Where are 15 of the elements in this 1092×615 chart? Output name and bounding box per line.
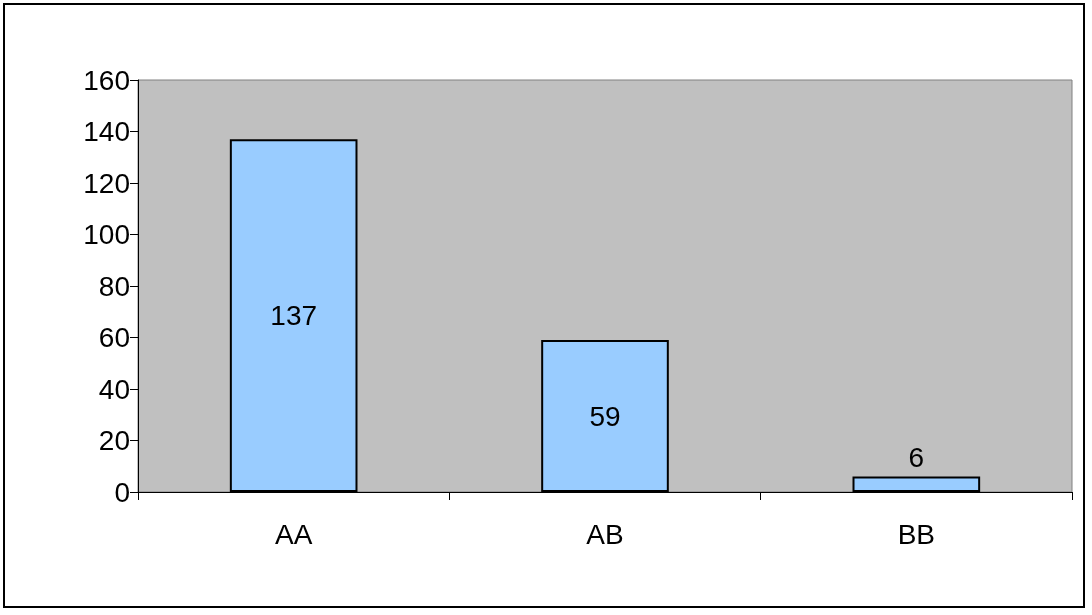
y-tick-label: 160 [83,64,130,96]
x-tick-label: AA [274,518,313,550]
y-tick-label: 140 [83,116,130,147]
y-tick-label: 60 [98,322,130,353]
data-label: 137 [270,300,318,332]
y-tick-label: 20 [98,425,130,456]
data-label: 59 [589,400,621,432]
x-tick-label: BB [897,518,936,550]
y-tick-label: 0 [114,476,130,508]
y-tick-label: 40 [98,373,130,405]
data-label: 6 [908,442,925,474]
y-tick-label: 80 [98,270,130,302]
y-tick-label: 100 [83,219,130,250]
x-tick-label: AB [586,518,624,550]
y-tick-label: 120 [83,167,130,199]
